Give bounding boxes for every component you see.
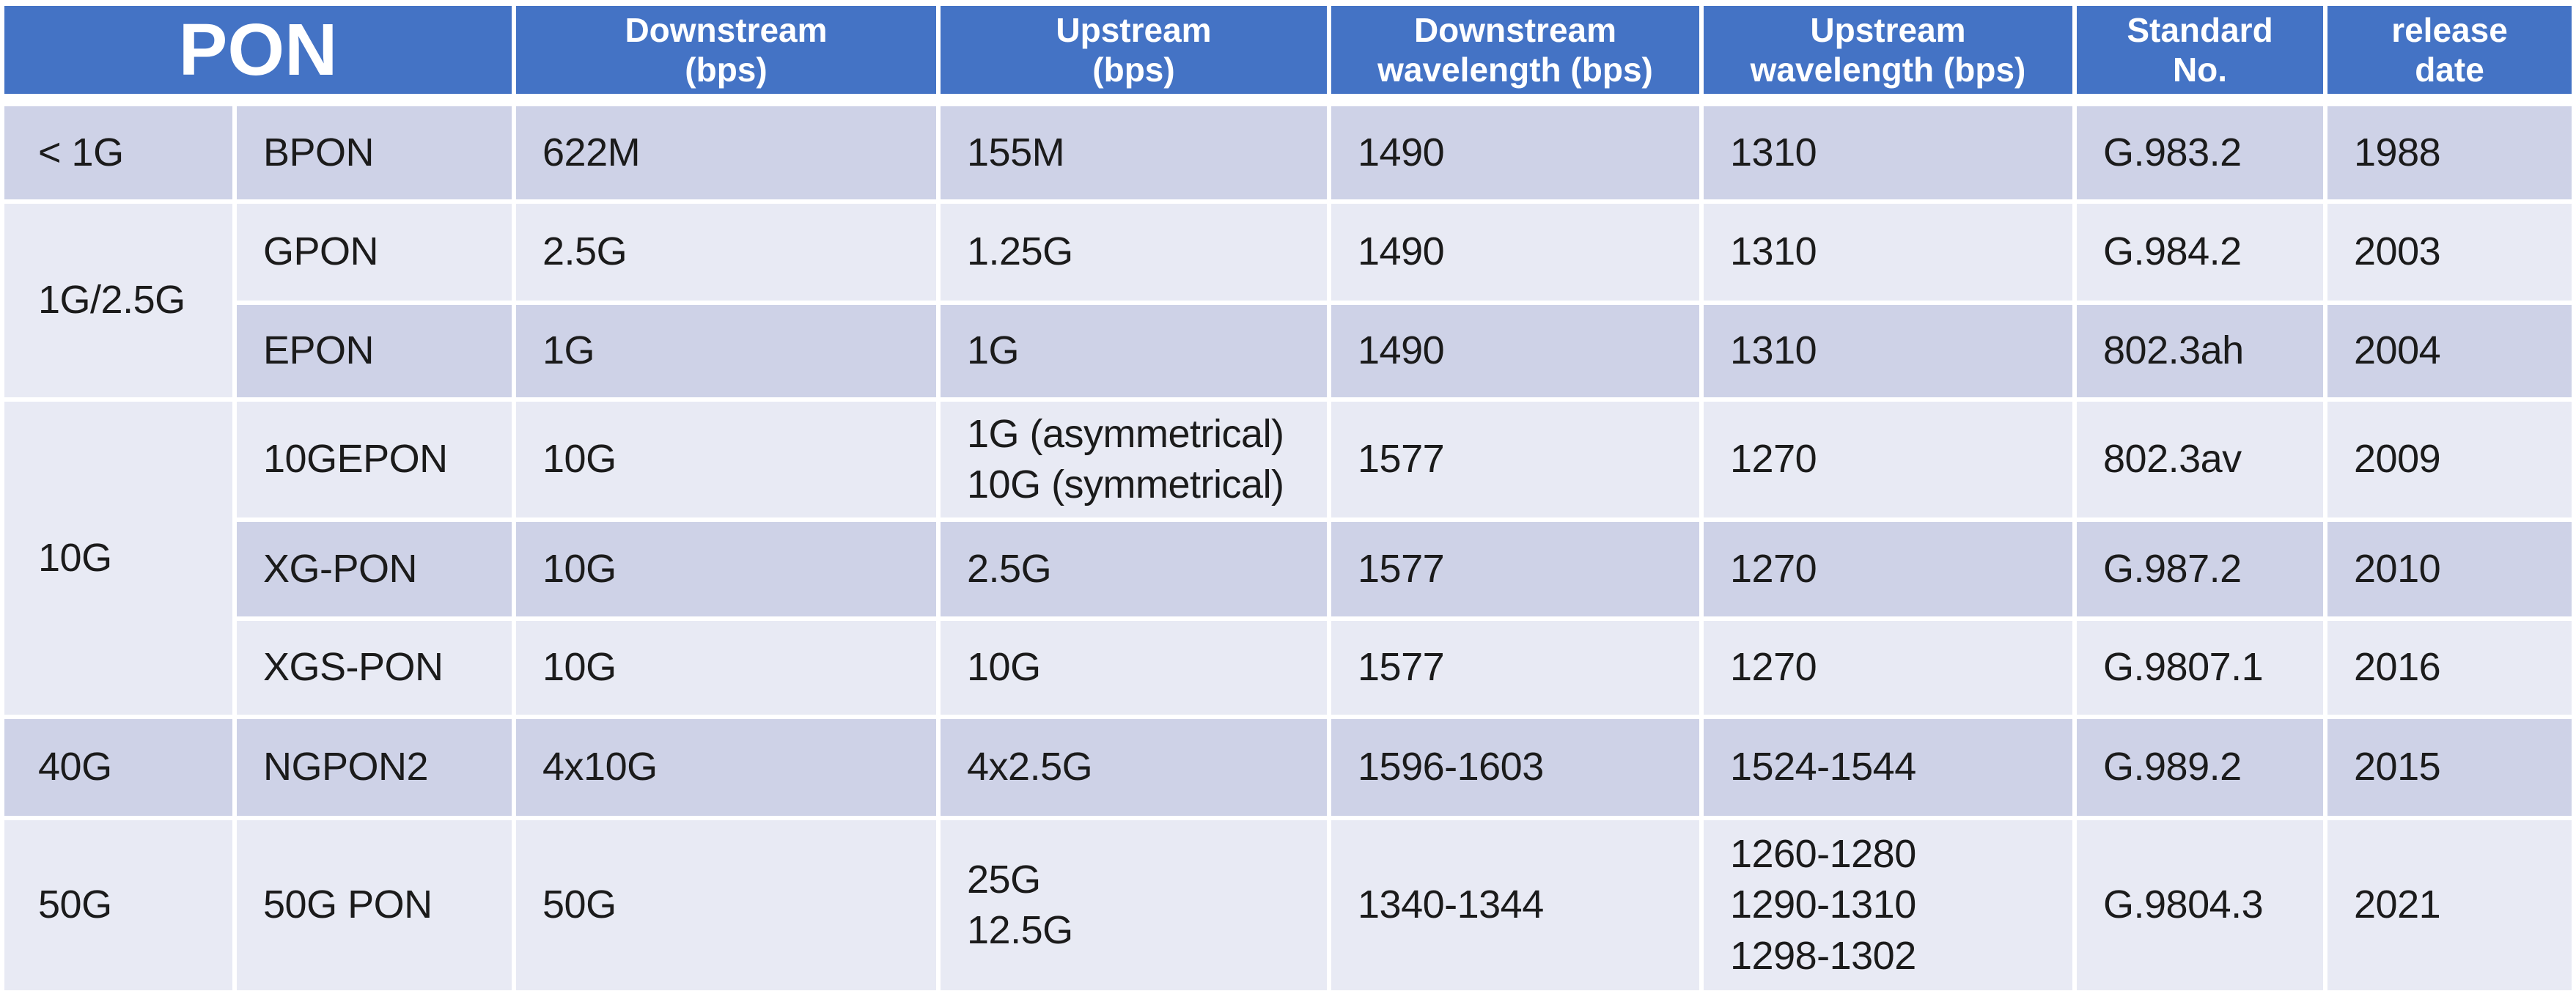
10gepon-upstream-cell: 1G (asymmetrical) 10G (symmetrical) [941, 402, 1327, 517]
50g-pon-upstream-cell: 25G 12.5G [941, 820, 1327, 990]
bpon-standard-no-cell: G.983.2 [2077, 106, 2323, 199]
bpon-release-date-cell: 1988 [2327, 106, 2572, 199]
epon-name-cell: EPON [237, 305, 512, 397]
xg-pon-upstream-wavelength-cell: 1270 [1704, 522, 2072, 616]
gpon-upstream-wavelength-cell: 1310 [1704, 204, 2072, 301]
epon-downstream-wavelength-cell: 1490 [1331, 305, 1699, 397]
column-header-upstream: Upstream (bps) [941, 6, 1327, 94]
epon-release-date-cell: 2004 [2327, 305, 2572, 397]
10gepon-upstream-wavelength-cell: 1270 [1704, 402, 2072, 517]
column-header-upstream-wavelength: Upstream wavelength (bps) [1704, 6, 2072, 94]
xg-pon-downstream-cell: 10G [516, 522, 936, 616]
10gepon-standard-no-cell: 802.3av [2077, 402, 2323, 517]
ngpon2-name-cell: NGPON2 [237, 719, 512, 816]
xgs-pon-upstream-wavelength-cell: 1270 [1704, 621, 2072, 715]
xgs-pon-upstream-cell: 10G [941, 621, 1327, 715]
xg-pon-upstream-cell: 2.5G [941, 522, 1327, 616]
10gepon-downstream-cell: 10G [516, 402, 936, 517]
50g-pon-upstream-wavelength-cell: 1260-1280 1290-1310 1298-1302 [1704, 820, 2072, 990]
gpon-downstream-cell: 2.5G [516, 204, 936, 301]
ngpon2-upstream-cell: 4x2.5G [941, 719, 1327, 816]
ngpon2-release-date-cell: 2015 [2327, 719, 2572, 816]
gpon-release-date-cell: 2003 [2327, 204, 2572, 301]
xgs-pon-standard-no-cell: G.9807.1 [2077, 621, 2323, 715]
50g-pon-name-cell: 50G PON [237, 820, 512, 990]
gpon-name-cell: GPON [237, 204, 512, 301]
bpon-downstream-wavelength-cell: 1490 [1331, 106, 1699, 199]
10gepon-release-date-cell: 2009 [2327, 402, 2572, 517]
xg-pon-downstream-wavelength-cell: 1577 [1331, 522, 1699, 616]
column-header-downstream: Downstream (bps) [516, 6, 936, 94]
50g-pon-downstream-cell: 50G [516, 820, 936, 990]
xg-pon-name-cell: XG-PON [237, 522, 512, 616]
bpon-upstream-wavelength-cell: 1310 [1704, 106, 2072, 199]
bpon-downstream-cell: 622M [516, 106, 936, 199]
column-header-release-date: release date [2327, 6, 2572, 94]
ngpon2-downstream-wavelength-cell: 1596-1603 [1331, 719, 1699, 816]
epon-downstream-cell: 1G [516, 305, 936, 397]
epon-upstream-cell: 1G [941, 305, 1327, 397]
epon-standard-no-cell: 802.3ah [2077, 305, 2323, 397]
gpon-downstream-wavelength-cell: 1490 [1331, 204, 1699, 301]
column-header-downstream-wavelength: Downstream wavelength (bps) [1331, 6, 1699, 94]
bpon-name-cell: BPON [237, 106, 512, 199]
ngpon2-upstream-wavelength-cell: 1524-1544 [1704, 719, 2072, 816]
category-cell-10g: 10G [4, 402, 232, 715]
xg-pon-standard-no-cell: G.987.2 [2077, 522, 2323, 616]
50g-pon-downstream-wavelength-cell: 1340-1344 [1331, 820, 1699, 990]
50g-pon-release-date-cell: 2021 [2327, 820, 2572, 990]
gpon-standard-no-cell: G.984.2 [2077, 204, 2323, 301]
10gepon-downstream-wavelength-cell: 1577 [1331, 402, 1699, 517]
category-cell-40g: 40G [4, 719, 232, 816]
table-body: < 1G 1G/2.5G 10G 40G 50G BPON 622M 155M … [4, 106, 2572, 990]
table-title: PON [4, 6, 512, 94]
10gepon-name-cell: 10GEPON [237, 402, 512, 517]
column-header-standard-no: Standard No. [2077, 6, 2323, 94]
xgs-pon-release-date-cell: 2016 [2327, 621, 2572, 715]
xg-pon-release-date-cell: 2010 [2327, 522, 2572, 616]
ngpon2-standard-no-cell: G.989.2 [2077, 719, 2323, 816]
category-cell-50g: 50G [4, 820, 232, 990]
category-cell-lt1g: < 1G [4, 106, 232, 199]
xgs-pon-downstream-wavelength-cell: 1577 [1331, 621, 1699, 715]
xgs-pon-downstream-cell: 10G [516, 621, 936, 715]
xgs-pon-name-cell: XGS-PON [237, 621, 512, 715]
category-cell-1g-2p5g: 1G/2.5G [4, 204, 232, 397]
table-header-row: PON Downstream (bps) Upstream (bps) Down… [4, 6, 2572, 94]
epon-upstream-wavelength-cell: 1310 [1704, 305, 2072, 397]
50g-pon-standard-no-cell: G.9804.3 [2077, 820, 2323, 990]
bpon-upstream-cell: 155M [941, 106, 1327, 199]
gpon-upstream-cell: 1.25G [941, 204, 1327, 301]
ngpon2-downstream-cell: 4x10G [516, 719, 936, 816]
